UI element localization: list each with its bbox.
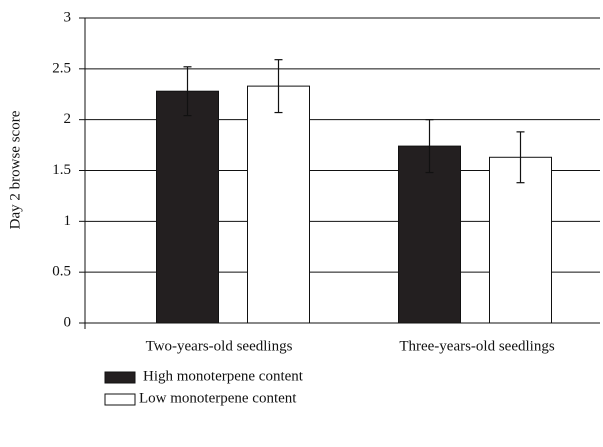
y-tick-label: 2	[64, 111, 72, 127]
legend-label: High monoterpene content	[143, 368, 304, 384]
x-tick-label: Three-years-old seedlings	[399, 338, 555, 354]
legend-label: Low monoterpene content	[139, 390, 297, 406]
y-tick-label: 3	[64, 9, 72, 25]
y-tick-label: 1	[64, 213, 72, 229]
bar	[398, 145, 461, 324]
y-axis-label: Day 2 browse score	[7, 110, 23, 229]
y-tick-label: 0.5	[52, 264, 71, 280]
bar	[156, 90, 219, 324]
legend-swatch	[104, 371, 136, 384]
y-tick-label: 2.5	[52, 60, 71, 76]
x-tick-label: Two-years-old seedlings	[146, 338, 293, 354]
bar	[489, 156, 552, 324]
bar	[247, 85, 310, 324]
y-tick-label: 1.5	[52, 162, 71, 178]
y-tick-label: 0	[64, 314, 72, 330]
legend-swatch	[104, 393, 136, 406]
